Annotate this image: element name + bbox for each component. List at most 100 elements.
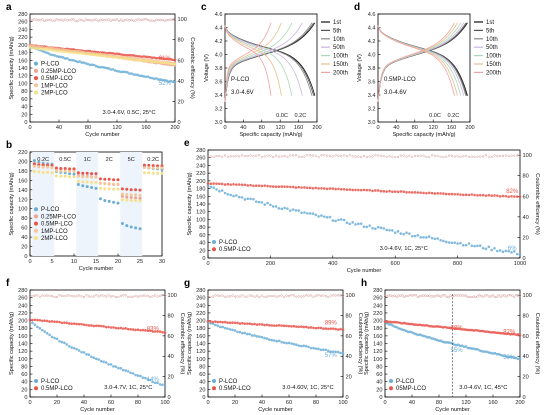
x-tick-label: 160	[447, 125, 456, 131]
data-point	[117, 366, 120, 370]
data-point	[226, 193, 230, 196]
y-tick-label: 160	[18, 334, 27, 340]
data-point	[416, 333, 420, 337]
data-point	[339, 327, 342, 331]
data-point	[248, 322, 252, 325]
ce-point	[516, 295, 520, 298]
ce-point	[286, 155, 289, 159]
x-tick-label: 160	[294, 125, 303, 131]
data-point	[493, 194, 496, 197]
data-point	[80, 350, 83, 354]
data-point	[107, 177, 111, 181]
data-point	[90, 175, 94, 179]
ce-point	[253, 295, 256, 298]
data-point	[368, 188, 371, 192]
data-point	[277, 185, 281, 189]
data-point	[435, 325, 439, 328]
data-point	[160, 166, 164, 170]
data-point	[76, 49, 79, 53]
data-point	[265, 323, 269, 327]
ce-point	[36, 294, 39, 297]
y-tick-label: 260	[18, 296, 27, 302]
data-point	[328, 215, 332, 219]
data-point	[81, 180, 85, 184]
data-point	[32, 46, 36, 50]
data-point	[142, 75, 146, 78]
data-point	[501, 331, 504, 335]
retention-label: 52%	[159, 81, 172, 87]
ce-point	[493, 154, 496, 157]
x-tick-label: 10	[71, 259, 77, 265]
data-point	[126, 370, 130, 373]
data-point	[243, 198, 247, 201]
data-point	[484, 194, 488, 197]
ce-point	[387, 294, 391, 297]
data-point	[139, 374, 142, 378]
data-point	[510, 194, 513, 198]
data-point	[92, 53, 96, 57]
x-tick-label: 200	[312, 125, 321, 131]
ce-point	[144, 294, 147, 297]
y-tick-label: 200	[196, 179, 205, 185]
data-point	[331, 327, 335, 330]
y2-axis-title: Coulombic efficiency (%)	[357, 313, 363, 375]
data-point	[32, 44, 36, 48]
data-point	[476, 244, 479, 248]
y2-tick-label: 0	[178, 120, 181, 126]
data-point	[404, 329, 408, 333]
data-point	[63, 57, 67, 60]
ce-point	[482, 295, 485, 298]
y-tick-label: 0	[379, 395, 382, 401]
ce-point	[464, 154, 468, 157]
data-point	[78, 60, 82, 63]
ce-point	[300, 155, 303, 159]
ce-point	[334, 154, 337, 157]
y-tick-label: 220	[18, 150, 27, 156]
ce-point	[95, 294, 98, 297]
data-point	[138, 193, 142, 197]
data-point	[134, 188, 138, 192]
ce-point	[509, 294, 512, 297]
data-point	[80, 51, 84, 55]
legend-entry: 0.5MP-LCO	[41, 76, 73, 82]
ce-point	[102, 294, 105, 297]
ce-point	[223, 154, 227, 157]
y-tick-label: 80	[376, 364, 382, 370]
data-point	[408, 232, 411, 235]
data-point	[68, 58, 71, 62]
legend-entry: 100th	[486, 54, 501, 60]
ce-point	[80, 295, 83, 298]
data-point	[121, 327, 125, 330]
data-point	[142, 166, 146, 170]
ce-point	[33, 294, 37, 297]
data-point	[85, 171, 89, 175]
x-tick-label: 40	[393, 125, 399, 131]
data-point	[115, 52, 119, 55]
data-point	[138, 74, 142, 78]
data-point	[173, 80, 177, 84]
data-point	[136, 374, 140, 377]
data-point	[209, 321, 212, 325]
test-condition: 3.0-4.7V, 1C, 25°C	[104, 385, 152, 391]
data-point	[282, 324, 286, 328]
y2-tick-label: 0	[346, 395, 349, 401]
data-point	[94, 172, 98, 176]
data-point	[116, 201, 120, 205]
data-point	[312, 346, 315, 350]
y-tick-label: 140	[196, 342, 205, 348]
ce-point	[329, 294, 332, 297]
data-point	[98, 197, 102, 201]
y-tick-label: 4.4	[215, 26, 223, 32]
data-point	[496, 249, 499, 253]
data-point	[374, 189, 377, 192]
ce-point	[467, 155, 471, 158]
data-point	[54, 169, 58, 173]
legend-entry: 05MP-LCO	[396, 386, 426, 392]
callout-label: 0.2C	[295, 113, 307, 119]
y-tick-label: 3.6	[215, 80, 223, 86]
ce-point	[249, 154, 252, 157]
y2-tick-label: 20	[346, 375, 352, 381]
y2-tick-label: 100	[346, 293, 355, 299]
data-point	[81, 171, 85, 175]
